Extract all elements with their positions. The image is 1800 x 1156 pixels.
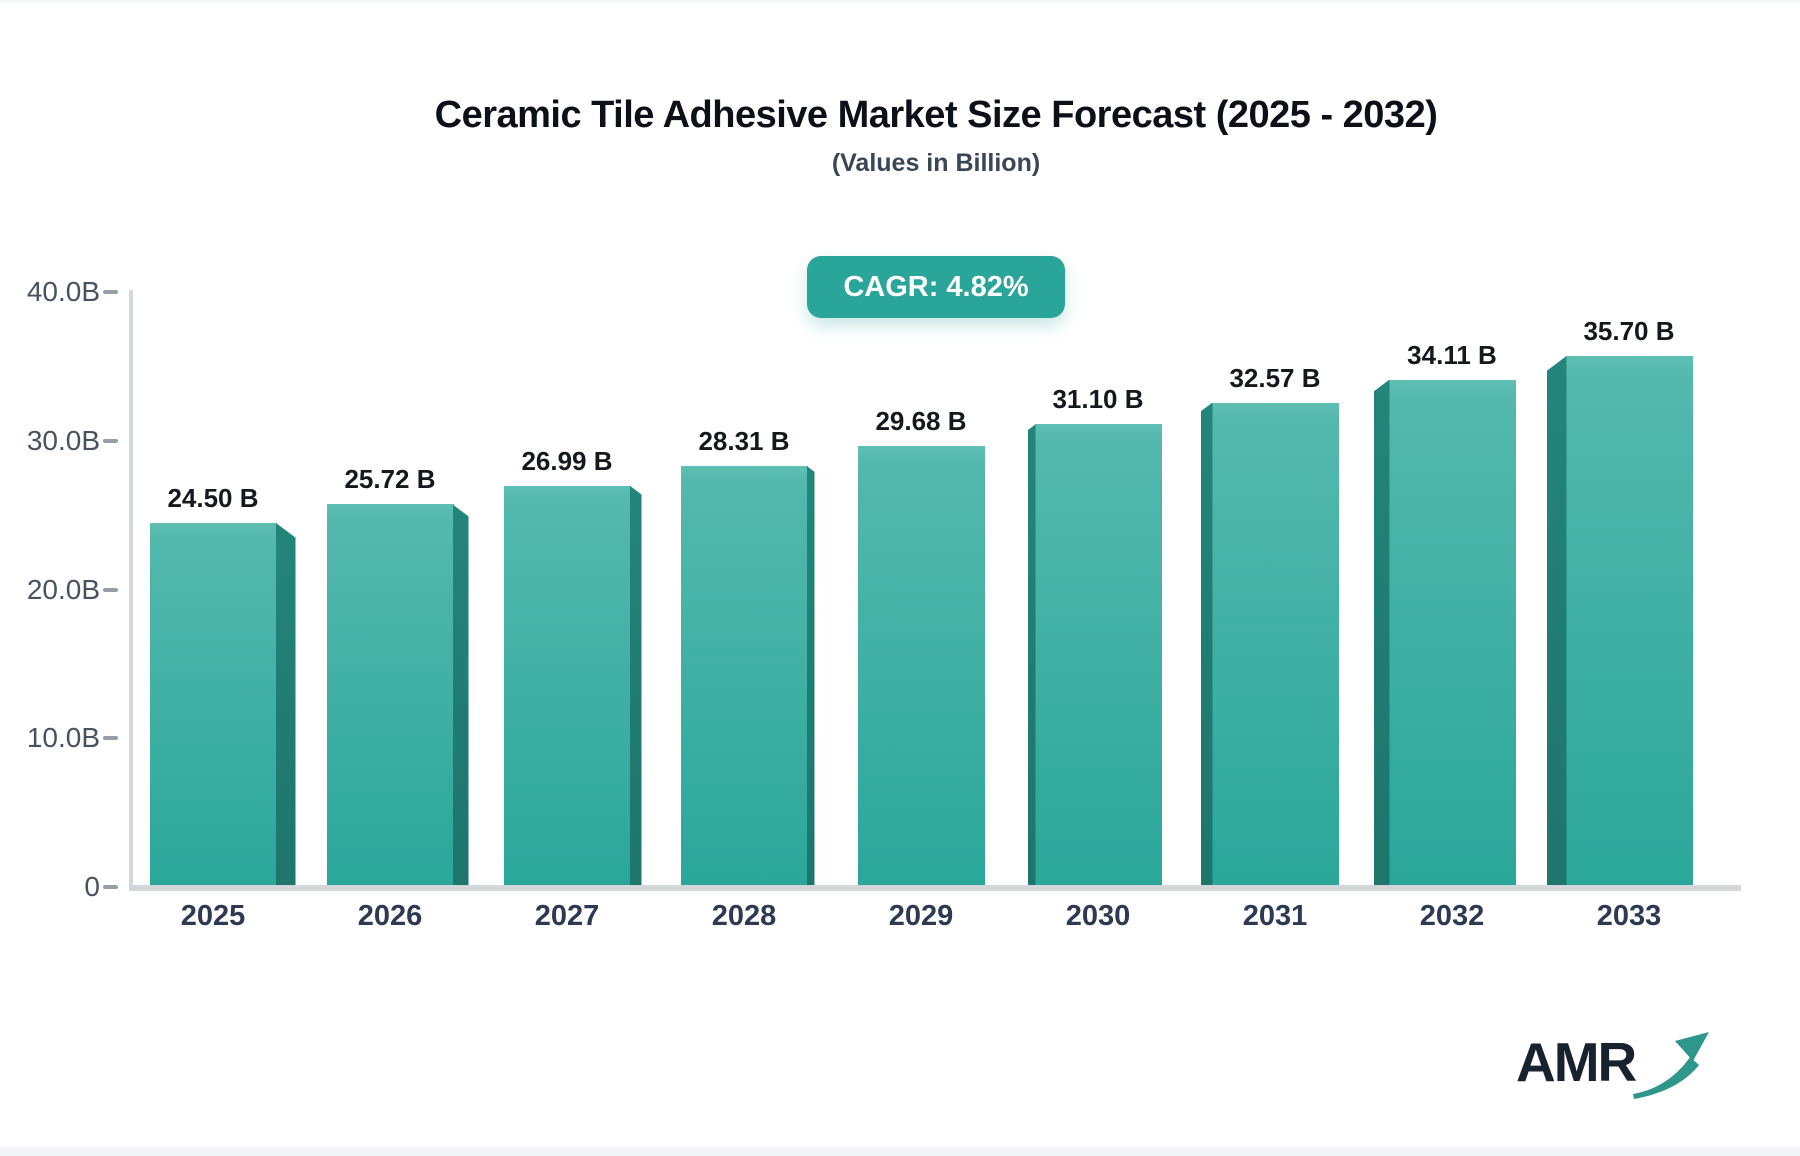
bar-side-face xyxy=(452,504,469,887)
y-axis-tick-label: 10.0B xyxy=(26,722,100,754)
x-axis-label: 2029 xyxy=(888,900,954,932)
cagr-badge: CAGR: 4.82% xyxy=(807,256,1065,318)
bar-value-label: 24.50 B xyxy=(167,482,259,513)
amr-logo: AMR xyxy=(1516,1032,1713,1100)
cagr-badge-row: CAGR: 4.82% xyxy=(131,256,1741,318)
y-axis-line xyxy=(129,290,133,889)
bar-value-label: 29.68 B xyxy=(875,405,967,436)
x-axis-label: 2031 xyxy=(1242,900,1308,932)
bar-side-face xyxy=(1027,424,1036,887)
x-axis-label: 2025 xyxy=(180,900,246,932)
bar-value-label: 35.70 B xyxy=(1583,315,1675,346)
bar-2032 xyxy=(1388,379,1516,887)
bar-2028 xyxy=(680,465,808,887)
x-axis-label: 2026 xyxy=(357,900,423,932)
page-edge-bottom xyxy=(0,1147,1800,1156)
bar-side-face xyxy=(1373,379,1390,887)
page-edge-top xyxy=(0,0,1800,3)
bar-2025 xyxy=(149,522,277,887)
bar-value-label: 26.99 B xyxy=(521,445,613,476)
amr-logo-text: AMR xyxy=(1516,1031,1637,1093)
y-axis-tick-mark xyxy=(103,290,118,294)
bar-value-label: 32.57 B xyxy=(1229,362,1321,393)
bar-value-label: 31.10 B xyxy=(1052,384,1144,415)
bar-2027 xyxy=(503,485,631,887)
x-axis-line xyxy=(129,885,1741,891)
y-axis-tick-mark xyxy=(103,885,118,889)
bar-2033 xyxy=(1565,355,1693,887)
bar-side-face xyxy=(806,465,815,887)
bar-side-face xyxy=(275,522,296,887)
bar-2026 xyxy=(326,504,454,887)
bar-value-label: 25.72 B xyxy=(344,464,436,495)
y-axis-tick-label: 20.0B xyxy=(26,573,100,605)
x-axis-label: 2028 xyxy=(711,900,777,932)
bar-2029 xyxy=(857,445,985,887)
x-axis-label: 2032 xyxy=(1419,900,1485,932)
bar-side-face xyxy=(1200,402,1213,887)
y-axis-tick-mark xyxy=(103,587,118,592)
chart-title: Ceramic Tile Adhesive Market Size Foreca… xyxy=(434,94,1438,136)
bar-value-label: 28.31 B xyxy=(698,425,790,456)
x-axis-label: 2033 xyxy=(1596,900,1662,932)
y-axis-tick-mark xyxy=(103,438,118,443)
bar-side-face xyxy=(629,485,642,887)
y-axis-tick-label: 30.0B xyxy=(26,424,100,456)
y-axis-tick-label: 0 xyxy=(84,871,100,902)
bar-side-face xyxy=(1546,355,1567,887)
chart-subtitle: (Values in Billion) xyxy=(831,149,1041,177)
y-axis-tick-label: 40.0B xyxy=(26,276,100,307)
bar-2030 xyxy=(1034,424,1162,887)
x-axis-label: 2030 xyxy=(1065,900,1131,932)
bar-value-label: 34.11 B xyxy=(1407,339,1497,370)
bar-2031 xyxy=(1211,402,1339,887)
y-axis-tick-mark xyxy=(103,736,118,741)
growth-arrow-icon xyxy=(1633,1032,1710,1099)
x-axis-label: 2027 xyxy=(534,900,600,932)
